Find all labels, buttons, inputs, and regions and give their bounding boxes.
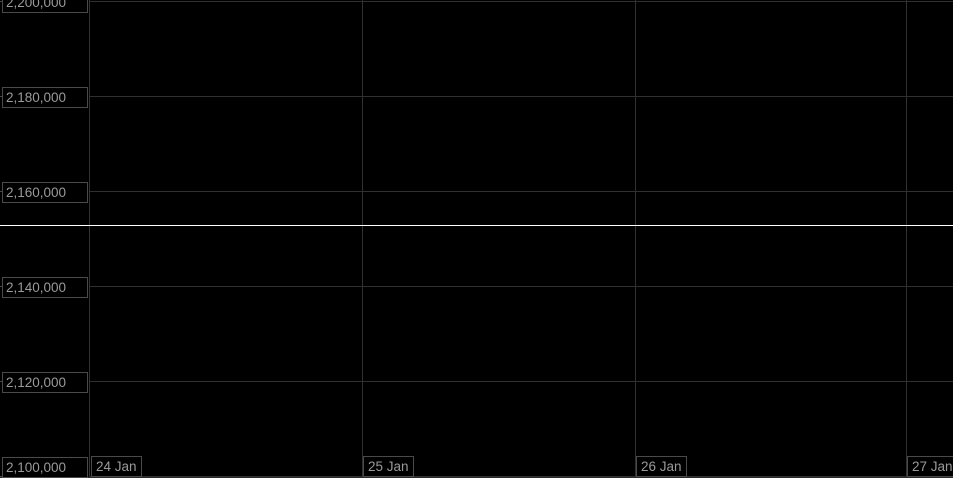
y-axis-line bbox=[89, 0, 90, 478]
crosshair-horizontal-line bbox=[0, 225, 953, 226]
y-axis-tick-label-2100000: 2,100,000 bbox=[2, 457, 88, 478]
x-axis-tick-label-27jan: 27 Jan bbox=[907, 456, 953, 477]
y-axis-tick-label-2140000: 2,140,000 bbox=[2, 277, 88, 298]
y-axis-tick-label-2120000: 2,120,000 bbox=[2, 372, 88, 393]
y-axis-tick-label-2160000: 2,160,000 bbox=[2, 182, 88, 203]
gridline-horizontal bbox=[89, 476, 953, 477]
gridline-vertical bbox=[635, 0, 636, 478]
y-axis-tick-label-2200000: 2,200,000 bbox=[2, 0, 88, 13]
gridline-horizontal bbox=[89, 286, 953, 287]
gridline-horizontal bbox=[89, 191, 953, 192]
x-axis-tick-label-26jan: 26 Jan bbox=[636, 456, 687, 477]
x-axis-tick-label-25jan: 25 Jan bbox=[363, 456, 414, 477]
gridline-horizontal bbox=[89, 1, 953, 2]
gridline-horizontal bbox=[89, 96, 953, 97]
gridline-vertical bbox=[906, 0, 907, 478]
gridline-vertical bbox=[362, 0, 363, 478]
gridline-horizontal bbox=[89, 381, 953, 382]
x-axis-tick-label-24jan: 24 Jan bbox=[91, 456, 142, 477]
y-axis-tick-label-2180000: 2,180,000 bbox=[2, 87, 88, 108]
